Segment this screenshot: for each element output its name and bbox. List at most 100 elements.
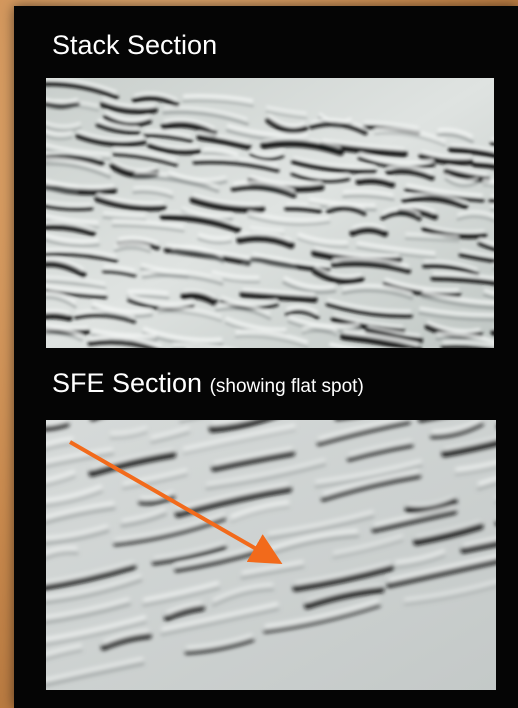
seismic-reflector bbox=[482, 293, 494, 300]
seismic-reflector bbox=[196, 134, 252, 151]
seismic-reflector bbox=[341, 289, 414, 300]
seismic-highlight bbox=[91, 448, 174, 470]
seismic-reflector bbox=[297, 238, 349, 248]
seismic-highlight bbox=[186, 633, 253, 650]
seismic-reflector bbox=[321, 474, 422, 502]
seismic-reflector bbox=[94, 196, 167, 212]
seismic-highlight bbox=[149, 139, 199, 149]
seismic-highlight bbox=[163, 118, 216, 131]
seismic-reflector bbox=[263, 603, 381, 634]
seismic-highlight bbox=[46, 643, 82, 656]
seismic-reflector bbox=[197, 237, 233, 245]
seismic-reflector bbox=[211, 450, 296, 472]
seismic-reflector bbox=[46, 620, 147, 646]
seismic-reflector bbox=[444, 178, 480, 188]
seismic-reflector bbox=[356, 246, 437, 259]
seismic-reflector bbox=[46, 551, 79, 560]
seismic-highlight bbox=[46, 560, 134, 584]
seismic-reflector bbox=[192, 160, 280, 173]
sfe-section-title: SFE Section (showing flat spot) bbox=[52, 368, 364, 399]
seismic-highlight bbox=[315, 459, 422, 484]
seismic-highlight bbox=[306, 583, 382, 603]
seismic-reflector bbox=[284, 206, 322, 214]
seismic-highlight bbox=[225, 316, 287, 331]
seismic-highlight bbox=[128, 293, 194, 306]
seismic-reflector bbox=[347, 443, 414, 462]
seismic-highlight bbox=[46, 469, 76, 482]
seismic-reflector bbox=[342, 194, 395, 201]
seismic-highlight bbox=[373, 505, 456, 528]
seismic-reflector bbox=[418, 153, 474, 166]
seismic-highlight bbox=[297, 232, 349, 244]
seismic-highlight bbox=[268, 510, 374, 535]
seismic-highlight bbox=[400, 204, 436, 214]
seismic-reflector bbox=[46, 489, 104, 507]
seismic-highlight bbox=[46, 420, 68, 426]
seismic-highlight bbox=[381, 206, 421, 216]
seismic-reflector bbox=[46, 475, 76, 487]
seismic-reflector bbox=[435, 337, 494, 348]
seismic-reflector bbox=[46, 154, 105, 167]
seismic-reflector bbox=[182, 99, 254, 107]
seismic-highlight bbox=[460, 248, 494, 258]
seismic-highlight bbox=[408, 495, 455, 507]
seismic-reflector bbox=[418, 311, 494, 322]
seismic-highlight bbox=[455, 460, 496, 472]
seismic-highlight bbox=[436, 331, 494, 344]
seismic-reflector bbox=[482, 184, 494, 188]
seismic-highlight bbox=[286, 202, 321, 208]
seismic-highlight bbox=[163, 106, 248, 121]
seismic-reflector bbox=[440, 344, 491, 348]
seismic-reflector bbox=[304, 586, 385, 610]
seismic-highlight bbox=[46, 615, 147, 642]
seismic-highlight bbox=[46, 200, 92, 206]
seismic-highlight bbox=[314, 265, 362, 278]
seismic-reflector bbox=[247, 215, 331, 226]
seismic-reflector bbox=[403, 585, 496, 606]
seismic-reflector bbox=[325, 302, 413, 318]
seismic-highlight bbox=[46, 447, 114, 463]
seismic-highlight bbox=[437, 127, 474, 139]
seismic-reflector bbox=[132, 190, 174, 199]
seismic-highlight bbox=[110, 426, 148, 435]
seismic-highlight bbox=[426, 320, 481, 333]
seismic-highlight bbox=[172, 342, 233, 348]
seismic-highlight bbox=[264, 598, 380, 629]
seismic-reflector bbox=[160, 121, 218, 137]
seismic-reflector bbox=[458, 253, 494, 264]
stack-section-title: Stack Section bbox=[52, 30, 217, 61]
seismic-highlight bbox=[374, 127, 447, 143]
seismic-highlight bbox=[203, 146, 239, 157]
seismic-highlight bbox=[450, 143, 494, 152]
seismic-highlight bbox=[46, 221, 94, 231]
seismic-reflector bbox=[355, 177, 396, 189]
seismic-highlight bbox=[291, 167, 349, 178]
seismic-highlight bbox=[242, 255, 296, 264]
seismic-reflector bbox=[46, 564, 137, 591]
seismic-reflector bbox=[214, 307, 272, 320]
seismic-highlight bbox=[351, 223, 386, 231]
seismic-reflector bbox=[46, 578, 143, 605]
seismic-highlight bbox=[46, 99, 99, 107]
seismic-reflector bbox=[100, 633, 152, 651]
seismic-highlight bbox=[388, 554, 496, 583]
seismic-reflector bbox=[471, 161, 494, 170]
seismic-highlight bbox=[358, 151, 434, 165]
seismic-highlight bbox=[114, 512, 225, 541]
seismic-reflector bbox=[99, 101, 158, 115]
seismic-highlight bbox=[479, 237, 494, 246]
seismic-reflector bbox=[102, 114, 152, 128]
seismic-highlight bbox=[286, 304, 319, 315]
seismic-reflector bbox=[339, 333, 422, 348]
seismic-reflector bbox=[46, 529, 110, 545]
seismic-reflector bbox=[287, 320, 361, 333]
stack-section-title-text: Stack Section bbox=[52, 30, 218, 60]
seismic-reflector bbox=[326, 206, 367, 216]
seismic-highlight bbox=[127, 289, 169, 295]
seismic-reflector bbox=[301, 330, 339, 337]
seismic-reflector bbox=[430, 422, 484, 439]
seismic-reflector bbox=[386, 558, 496, 588]
seismic-highlight bbox=[140, 490, 174, 500]
seismic-highlight bbox=[327, 202, 366, 210]
seismic-reflector bbox=[371, 509, 458, 533]
